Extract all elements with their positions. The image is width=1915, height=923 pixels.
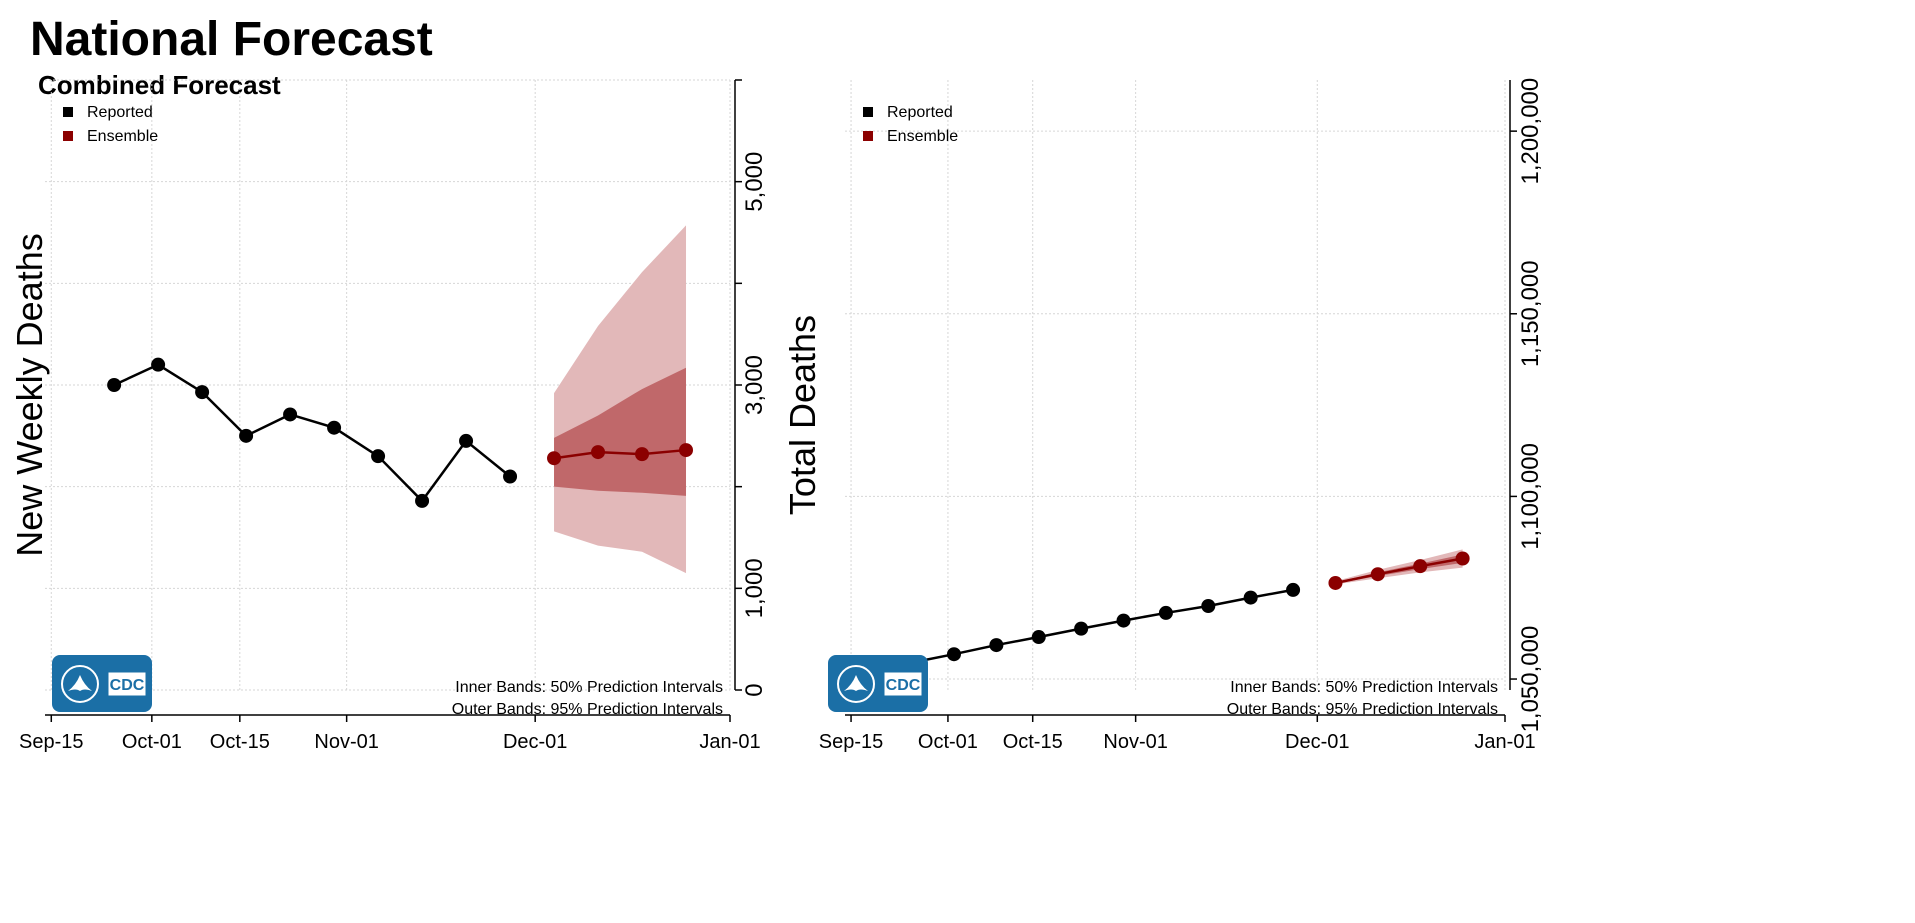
reported-point — [1201, 598, 1216, 613]
ensemble-point — [1370, 567, 1385, 582]
y-tick-label: 5,000 — [741, 152, 768, 212]
plot-area: Sep-15 Oct-01 Oct-15 Nov-01 Dec-01 Jan-011,05… — [782, 78, 1544, 753]
legend-swatch — [63, 131, 73, 141]
legend-swatch — [63, 107, 73, 117]
reported-point — [1116, 613, 1131, 628]
reported-point — [1074, 621, 1089, 636]
y-tick-label: 1,000 — [741, 558, 768, 618]
ensemble-point — [591, 445, 606, 460]
ensemble-point — [547, 451, 562, 466]
seal-ring — [61, 665, 99, 703]
x-tick-label: Nov-01 — [1103, 731, 1167, 753]
cdc-logo: CDC — [52, 655, 152, 712]
reported-point — [151, 357, 166, 372]
reported-point — [283, 407, 298, 422]
prediction-interval-note: Outer Bands: 95% Prediction Intervals — [1227, 701, 1498, 718]
ensemble-point — [1413, 559, 1428, 574]
x-tick-label: Oct-15 — [210, 731, 270, 753]
eagle-shape — [68, 675, 92, 691]
legend-label: Reported — [887, 104, 953, 121]
ensemble-line — [553, 448, 687, 460]
cdc-text-box — [107, 671, 147, 697]
hhs-eagle-icon — [61, 665, 99, 703]
legend-label: Reported — [87, 104, 153, 121]
y-tick-label: 1,200,000 — [1517, 78, 1544, 185]
reported-point — [503, 469, 518, 484]
band-50 — [554, 367, 687, 496]
cdc-text-box — [883, 671, 923, 697]
x-tick-label: Oct-01 — [918, 731, 978, 753]
cdc-logo-background — [828, 655, 928, 712]
page-title: National Forecast — [30, 13, 433, 66]
ensemble-point — [1455, 551, 1470, 566]
hhs-eagle-icon — [837, 665, 875, 703]
reported-point — [1286, 582, 1301, 597]
reported-point — [107, 378, 122, 392]
cdc-logo-text: CDC — [886, 677, 921, 694]
cdc-logo-background — [52, 655, 152, 712]
prediction-interval-note: Inner Bands: 50% Prediction Intervals — [1230, 679, 1498, 696]
y-tick-label: 1,100,000 — [1517, 443, 1544, 550]
ensemble-point — [635, 447, 650, 462]
x-tick-label: Dec-01 — [1285, 731, 1349, 753]
plot-area: Sep-15 Oct-01 Oct-15 Nov-01 Dec-01 Jan-01 0 1,0… — [9, 79, 768, 753]
reported-point — [989, 638, 1004, 653]
reported-point — [239, 428, 254, 443]
ensemble-point — [679, 443, 694, 458]
x-tick-label: Dec-01 — [503, 731, 567, 753]
y-tick-label: 3,000 — [741, 355, 768, 415]
reported-point — [195, 385, 210, 400]
y-tick-label: 0 — [741, 683, 768, 696]
ensemble-line — [1335, 557, 1463, 585]
prediction-interval-note: Outer Bands: 95% Prediction Intervals — [452, 701, 723, 718]
y-axis-title: Total Deaths — [782, 315, 823, 515]
x-tick-label: Jan-01 — [699, 731, 760, 753]
legend-label: Ensemble — [87, 128, 158, 145]
y-axis-title: New Weekly Deaths — [9, 233, 50, 556]
x-tick-label: Sep-15 — [19, 731, 84, 753]
reported-point — [371, 449, 386, 464]
y-tick-label: 1,050,000 — [1517, 626, 1544, 733]
cdc-logo: CDC — [828, 655, 928, 712]
reported-point — [1243, 590, 1258, 605]
reported-point — [946, 647, 961, 662]
reported-line — [911, 588, 1294, 664]
legend-label: Ensemble — [887, 128, 958, 145]
reported-point — [459, 433, 474, 448]
x-tick-label: Jan-01 — [1474, 731, 1535, 753]
x-tick-label: Oct-15 — [1003, 731, 1063, 753]
legend-swatch — [863, 131, 873, 141]
x-tick-label: Nov-01 — [314, 731, 378, 753]
y-tick-label: 1,150,000 — [1517, 260, 1544, 367]
reported-point — [327, 420, 342, 435]
reported-point — [415, 493, 430, 508]
cdc-logo-text: CDC — [110, 677, 145, 694]
prediction-interval-note: Inner Bands: 50% Prediction Intervals — [455, 679, 723, 696]
eagle-shape — [844, 675, 868, 691]
reported-line — [113, 363, 511, 503]
seal-ring — [837, 665, 875, 703]
reported-point — [1031, 630, 1046, 645]
x-tick-label: Sep-15 — [819, 731, 884, 753]
ensemble-point — [1328, 575, 1343, 590]
x-tick-label: Oct-01 — [122, 731, 182, 753]
reported-point — [1158, 605, 1173, 620]
legend-swatch — [863, 107, 873, 117]
